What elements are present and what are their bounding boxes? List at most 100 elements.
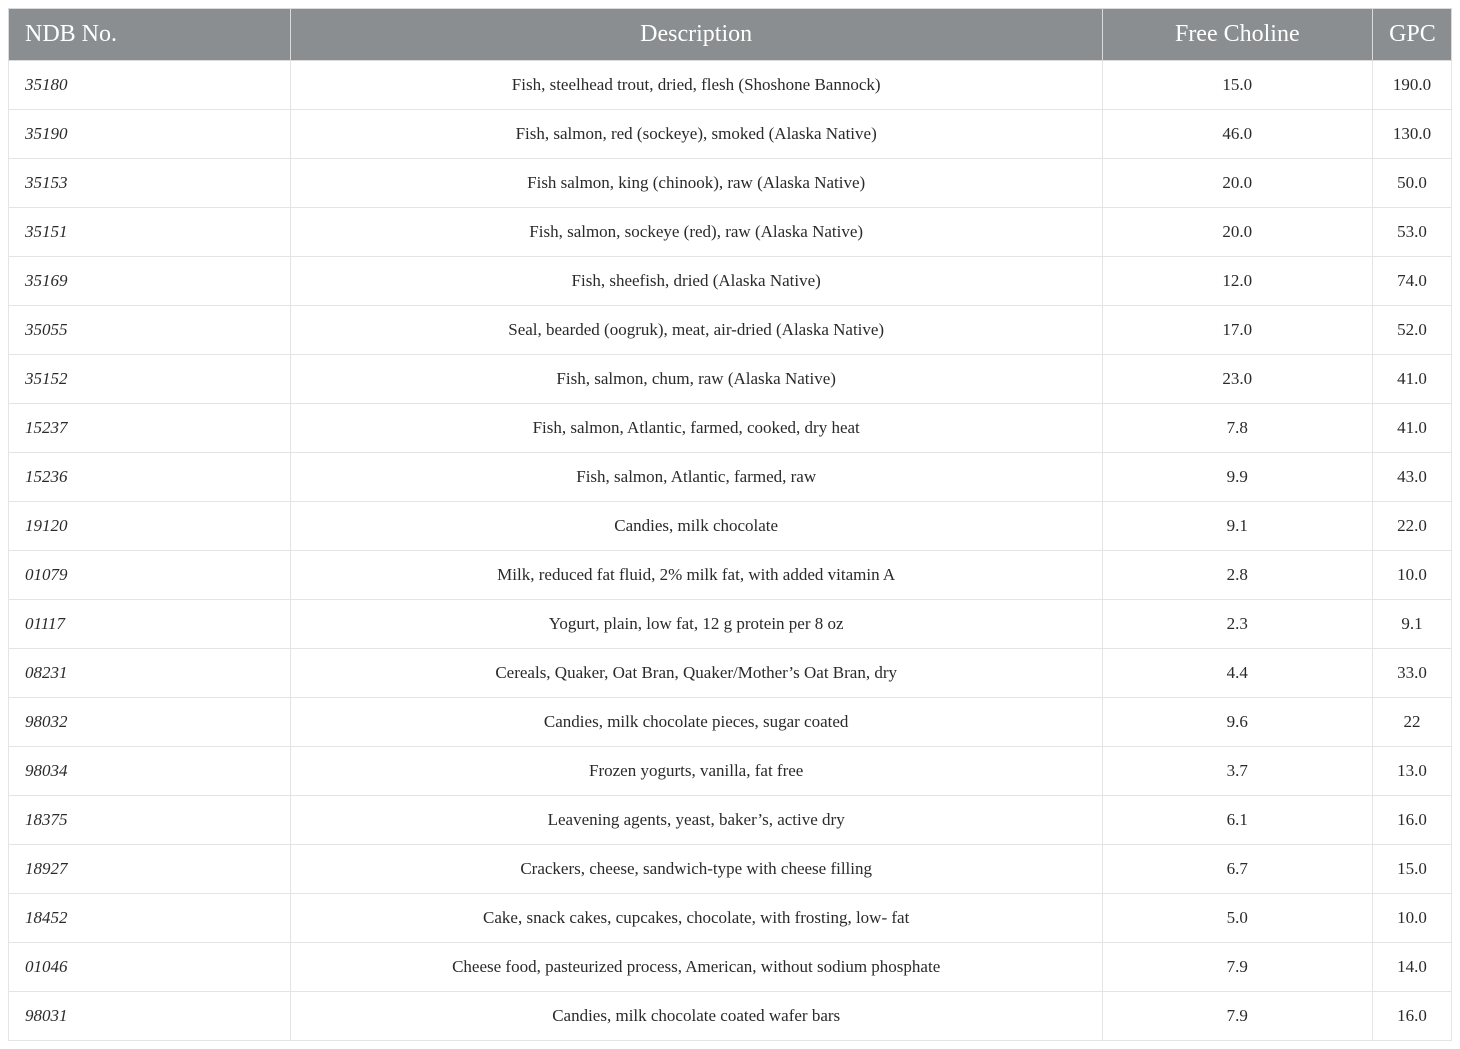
table-row: 35180 Fish, steelhead trout, dried, fles… bbox=[9, 61, 1452, 110]
cell-gpc: 22.0 bbox=[1373, 502, 1452, 551]
table-row: 15237 Fish, salmon, Atlantic, farmed, co… bbox=[9, 404, 1452, 453]
cell-ndb: 98031 bbox=[9, 992, 291, 1041]
col-header-free-choline: Free Choline bbox=[1102, 9, 1373, 61]
cell-description: Milk, reduced fat fluid, 2% milk fat, wi… bbox=[290, 551, 1102, 600]
table-row: 01079 Milk, reduced fat fluid, 2% milk f… bbox=[9, 551, 1452, 600]
cell-ndb: 18375 bbox=[9, 796, 291, 845]
cell-description: Fish, salmon, red (sockeye), smoked (Ala… bbox=[290, 110, 1102, 159]
cell-free-choline: 7.8 bbox=[1102, 404, 1373, 453]
cell-description: Leavening agents, yeast, baker’s, active… bbox=[290, 796, 1102, 845]
col-header-ndb: NDB No. bbox=[9, 9, 291, 61]
table-row: 18375 Leavening agents, yeast, baker’s, … bbox=[9, 796, 1452, 845]
cell-free-choline: 23.0 bbox=[1102, 355, 1373, 404]
cell-description: Frozen yogurts, vanilla, fat free bbox=[290, 747, 1102, 796]
cell-ndb: 15236 bbox=[9, 453, 291, 502]
table-header: NDB No. Description Free Choline GPC bbox=[9, 9, 1452, 61]
cell-gpc: 41.0 bbox=[1373, 355, 1452, 404]
cell-free-choline: 7.9 bbox=[1102, 943, 1373, 992]
table-row: 08231 Cereals, Quaker, Oat Bran, Quaker/… bbox=[9, 649, 1452, 698]
table-header-row: NDB No. Description Free Choline GPC bbox=[9, 9, 1452, 61]
cell-free-choline: 6.1 bbox=[1102, 796, 1373, 845]
cell-gpc: 43.0 bbox=[1373, 453, 1452, 502]
cell-free-choline: 6.7 bbox=[1102, 845, 1373, 894]
cell-description: Fish, salmon, sockeye (red), raw (Alaska… bbox=[290, 208, 1102, 257]
cell-ndb: 35153 bbox=[9, 159, 291, 208]
cell-description: Fish, steelhead trout, dried, flesh (Sho… bbox=[290, 61, 1102, 110]
cell-description: Fish, salmon, Atlantic, farmed, cooked, … bbox=[290, 404, 1102, 453]
table-row: 01117 Yogurt, plain, low fat, 12 g prote… bbox=[9, 600, 1452, 649]
cell-ndb: 08231 bbox=[9, 649, 291, 698]
table-row: 98031 Candies, milk chocolate coated waf… bbox=[9, 992, 1452, 1041]
table-row: 19120 Candies, milk chocolate 9.1 22.0 bbox=[9, 502, 1452, 551]
cell-free-choline: 20.0 bbox=[1102, 208, 1373, 257]
col-header-description: Description bbox=[290, 9, 1102, 61]
cell-ndb: 35055 bbox=[9, 306, 291, 355]
cell-ndb: 01046 bbox=[9, 943, 291, 992]
cell-free-choline: 4.4 bbox=[1102, 649, 1373, 698]
cell-free-choline: 7.9 bbox=[1102, 992, 1373, 1041]
cell-gpc: 53.0 bbox=[1373, 208, 1452, 257]
cell-description: Cereals, Quaker, Oat Bran, Quaker/Mother… bbox=[290, 649, 1102, 698]
cell-description: Yogurt, plain, low fat, 12 g protein per… bbox=[290, 600, 1102, 649]
cell-free-choline: 2.3 bbox=[1102, 600, 1373, 649]
cell-gpc: 16.0 bbox=[1373, 796, 1452, 845]
table-row: 35190 Fish, salmon, red (sockeye), smoke… bbox=[9, 110, 1452, 159]
cell-ndb: 18927 bbox=[9, 845, 291, 894]
cell-description: Fish, salmon, Atlantic, farmed, raw bbox=[290, 453, 1102, 502]
cell-gpc: 10.0 bbox=[1373, 551, 1452, 600]
cell-description: Fish, salmon, chum, raw (Alaska Native) bbox=[290, 355, 1102, 404]
cell-ndb: 35152 bbox=[9, 355, 291, 404]
cell-ndb: 35190 bbox=[9, 110, 291, 159]
cell-ndb: 18452 bbox=[9, 894, 291, 943]
cell-ndb: 35151 bbox=[9, 208, 291, 257]
cell-ndb: 19120 bbox=[9, 502, 291, 551]
cell-description: Crackers, cheese, sandwich-type with che… bbox=[290, 845, 1102, 894]
cell-description: Cheese food, pasteurized process, Americ… bbox=[290, 943, 1102, 992]
cell-free-choline: 15.0 bbox=[1102, 61, 1373, 110]
table-row: 35151 Fish, salmon, sockeye (red), raw (… bbox=[9, 208, 1452, 257]
cell-ndb: 01117 bbox=[9, 600, 291, 649]
cell-ndb: 35169 bbox=[9, 257, 291, 306]
cell-ndb: 01079 bbox=[9, 551, 291, 600]
cell-gpc: 15.0 bbox=[1373, 845, 1452, 894]
cell-description: Candies, milk chocolate bbox=[290, 502, 1102, 551]
cell-gpc: 33.0 bbox=[1373, 649, 1452, 698]
cell-free-choline: 9.1 bbox=[1102, 502, 1373, 551]
cell-description: Cake, snack cakes, cupcakes, chocolate, … bbox=[290, 894, 1102, 943]
cell-ndb: 35180 bbox=[9, 61, 291, 110]
cell-free-choline: 3.7 bbox=[1102, 747, 1373, 796]
cell-free-choline: 12.0 bbox=[1102, 257, 1373, 306]
cell-free-choline: 20.0 bbox=[1102, 159, 1373, 208]
table-row: 98034 Frozen yogurts, vanilla, fat free … bbox=[9, 747, 1452, 796]
cell-gpc: 16.0 bbox=[1373, 992, 1452, 1041]
cell-gpc: 190.0 bbox=[1373, 61, 1452, 110]
cell-ndb: 98032 bbox=[9, 698, 291, 747]
col-header-gpc: GPC bbox=[1373, 9, 1452, 61]
table-body: 35180 Fish, steelhead trout, dried, fles… bbox=[9, 61, 1452, 1041]
cell-description: Candies, milk chocolate pieces, sugar co… bbox=[290, 698, 1102, 747]
table-row: 01046 Cheese food, pasteurized process, … bbox=[9, 943, 1452, 992]
cell-free-choline: 5.0 bbox=[1102, 894, 1373, 943]
table-row: 35055 Seal, bearded (oogruk), meat, air-… bbox=[9, 306, 1452, 355]
cell-description: Seal, bearded (oogruk), meat, air-dried … bbox=[290, 306, 1102, 355]
table-row: 35169 Fish, sheefish, dried (Alaska Nati… bbox=[9, 257, 1452, 306]
cell-description: Candies, milk chocolate coated wafer bar… bbox=[290, 992, 1102, 1041]
cell-gpc: 74.0 bbox=[1373, 257, 1452, 306]
cell-free-choline: 9.9 bbox=[1102, 453, 1373, 502]
cell-free-choline: 2.8 bbox=[1102, 551, 1373, 600]
cell-gpc: 50.0 bbox=[1373, 159, 1452, 208]
cell-gpc: 22 bbox=[1373, 698, 1452, 747]
cell-gpc: 13.0 bbox=[1373, 747, 1452, 796]
cell-gpc: 41.0 bbox=[1373, 404, 1452, 453]
table-row: 98032 Candies, milk chocolate pieces, su… bbox=[9, 698, 1452, 747]
cell-ndb: 15237 bbox=[9, 404, 291, 453]
table-row: 35152 Fish, salmon, chum, raw (Alaska Na… bbox=[9, 355, 1452, 404]
cell-free-choline: 46.0 bbox=[1102, 110, 1373, 159]
cell-description: Fish, sheefish, dried (Alaska Native) bbox=[290, 257, 1102, 306]
nutrient-table: NDB No. Description Free Choline GPC 351… bbox=[8, 8, 1452, 1041]
table-row: 15236 Fish, salmon, Atlantic, farmed, ra… bbox=[9, 453, 1452, 502]
cell-description: Fish salmon, king (chinook), raw (Alaska… bbox=[290, 159, 1102, 208]
cell-gpc: 52.0 bbox=[1373, 306, 1452, 355]
cell-ndb: 98034 bbox=[9, 747, 291, 796]
table-row: 35153 Fish salmon, king (chinook), raw (… bbox=[9, 159, 1452, 208]
